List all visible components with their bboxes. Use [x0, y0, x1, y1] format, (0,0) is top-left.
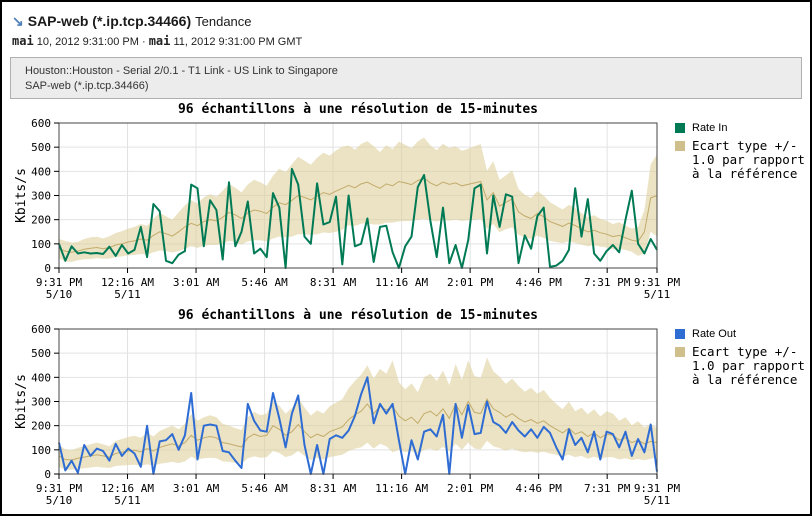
svg-text:3:01 AM: 3:01 AM [173, 482, 220, 495]
device-interface-line: Houston::Houston - Serial 2/0.1 - T1 Lin… [25, 65, 338, 77]
rate-in-legend: Rate In Ecart type +/- 1.0 par rapport à… [675, 121, 810, 185]
svg-text:600: 600 [31, 117, 51, 130]
rate-out-chart-block: 96 échantillons à une résolution de 15-m… [2, 308, 810, 514]
svg-text:100: 100 [31, 238, 51, 251]
rate-in-legend-label: Rate In [692, 122, 728, 134]
svg-text:8:31 AM: 8:31 AM [310, 482, 357, 495]
date-separator: · [141, 36, 146, 48]
svg-text:5/10: 5/10 [46, 288, 73, 301]
svg-text:12:16 AM: 12:16 AM [101, 276, 154, 289]
rate-out-chart-title: 96 échantillons à une résolution de 15-m… [177, 308, 539, 323]
svg-text:Kbits/s: Kbits/s [14, 168, 29, 223]
svg-text:7:31 PM: 7:31 PM [584, 482, 631, 495]
svg-text:5/11: 5/11 [644, 494, 671, 507]
svg-text:5/11: 5/11 [644, 288, 671, 301]
svg-text:7:31 PM: 7:31 PM [584, 276, 631, 289]
svg-text:5:46 AM: 5:46 AM [241, 276, 288, 289]
rate-in-swatch-icon [675, 123, 685, 133]
report-header: ↘ SAP-web (*.ip.tcp.34466) Tendance mai 10… [12, 12, 302, 48]
legend-item-stddev: Ecart type +/- 1.0 par rapport à la réfé… [675, 138, 810, 181]
rate-out-swatch-icon [675, 329, 685, 339]
indicator-line: SAP-web (*.ip.tcp.34466) [25, 80, 149, 92]
stddev-swatch-icon [675, 141, 685, 151]
svg-text:200: 200 [31, 420, 51, 433]
date-start-month: mai [12, 34, 34, 48]
svg-text:9:31 PM: 9:31 PM [36, 482, 83, 495]
svg-text:400: 400 [31, 165, 51, 178]
svg-text:300: 300 [31, 396, 51, 409]
svg-text:300: 300 [31, 190, 51, 203]
svg-text:200: 200 [31, 214, 51, 227]
svg-text:5:46 AM: 5:46 AM [241, 482, 288, 495]
svg-text:0: 0 [44, 468, 51, 481]
svg-text:5/10: 5/10 [46, 494, 73, 507]
svg-text:5/11: 5/11 [114, 288, 141, 301]
report-title-row[interactable]: ↘ SAP-web (*.ip.tcp.34466) Tendance [12, 12, 302, 31]
object-info-box: Houston::Houston - Serial 2/0.1 - T1 Lin… [10, 57, 802, 99]
rate-in-chart-block: 96 échantillons à une résolution de 15-m… [2, 102, 810, 317]
svg-text:11:16 AM: 11:16 AM [375, 482, 428, 495]
svg-text:5/11: 5/11 [114, 494, 141, 507]
svg-text:9:31 PM: 9:31 PM [634, 276, 681, 289]
date-range: mai 10, 2012 9:31:00 PM · mai 11, 2012 9… [12, 34, 302, 48]
report-type-label: Tendance [195, 14, 252, 29]
date-end-text: 11, 2012 9:31:00 PM GMT [173, 36, 303, 48]
legend-item-stddev: Ecart type +/- 1.0 par rapport à la réfé… [675, 344, 810, 387]
svg-text:12:16 AM: 12:16 AM [101, 482, 154, 495]
legend-item-rate-out: Rate Out [675, 327, 810, 341]
svg-text:500: 500 [31, 347, 51, 360]
svg-text:4:46 PM: 4:46 PM [515, 276, 562, 289]
svg-text:400: 400 [31, 371, 51, 384]
stddev-legend-label: Ecart type +/- 1.0 par rapport à la réfé… [692, 138, 805, 181]
svg-text:2:01 PM: 2:01 PM [447, 482, 494, 495]
svg-text:9:31 PM: 9:31 PM [36, 276, 83, 289]
date-start-text: 10, 2012 9:31:00 PM [36, 36, 139, 48]
svg-text:100: 100 [31, 444, 51, 457]
svg-text:0: 0 [44, 262, 51, 275]
legend-item-rate-in: Rate In [675, 121, 810, 135]
stddev-swatch-icon [675, 347, 685, 357]
svg-text:600: 600 [31, 323, 51, 336]
date-end-month: mai [148, 34, 171, 48]
svg-text:9:31 PM: 9:31 PM [634, 482, 681, 495]
svg-text:500: 500 [31, 141, 51, 154]
rate-out-legend-label: Rate Out [692, 328, 737, 340]
rate-out-legend: Rate Out Ecart type +/- 1.0 par rapport … [675, 327, 810, 391]
svg-text:4:46 PM: 4:46 PM [515, 482, 562, 495]
page-title[interactable]: SAP-web (*.ip.tcp.34466) [27, 13, 192, 29]
svg-text:3:01 AM: 3:01 AM [173, 276, 220, 289]
svg-text:2:01 PM: 2:01 PM [447, 276, 494, 289]
svg-text:11:16 AM: 11:16 AM [375, 276, 428, 289]
svg-text:8:31 AM: 8:31 AM [310, 276, 357, 289]
stddev-legend-label: Ecart type +/- 1.0 par rapport à la réfé… [692, 344, 805, 387]
rate-in-chart-title: 96 échantillons à une résolution de 15-m… [177, 102, 539, 117]
svg-text:Kbits/s: Kbits/s [14, 374, 29, 429]
drilldown-arrow-icon: ↘ [12, 13, 24, 29]
